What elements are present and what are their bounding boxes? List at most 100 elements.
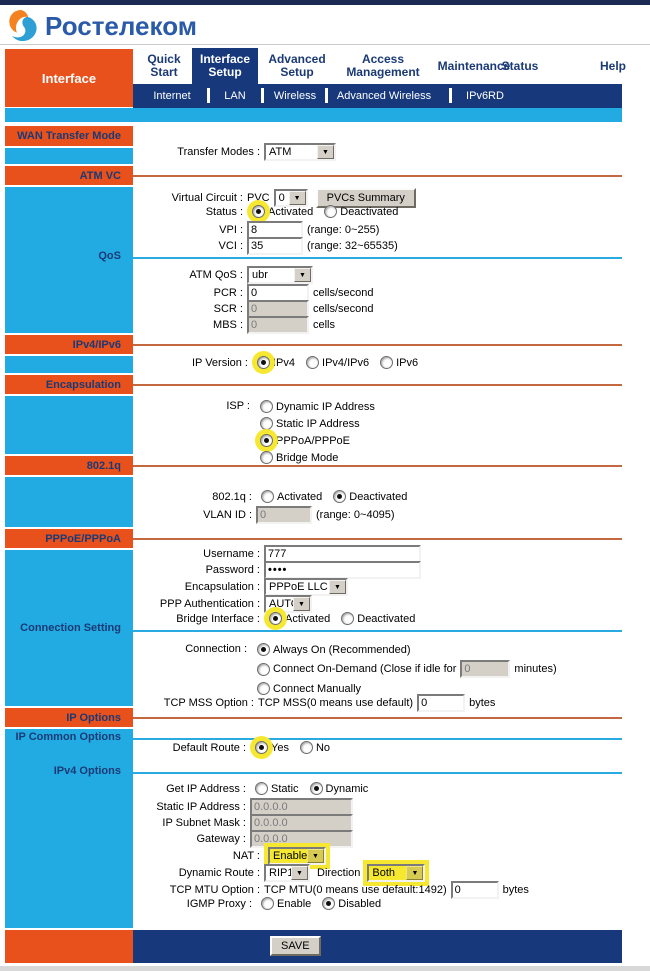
pcr-label: PCR :: [213, 287, 243, 299]
rule-ipv4-options: [133, 772, 622, 774]
radio-icon[interactable]: [261, 490, 274, 503]
subnet-mask-label: IP Subnet Mask :: [162, 817, 246, 829]
isp-pppoa-pppoe-option[interactable]: PPPoA/PPPoE: [260, 434, 375, 447]
radio-icon[interactable]: [260, 451, 273, 464]
nat-row: NAT : Enable ▼: [134, 847, 634, 865]
transfer-mode-select[interactable]: ATM ▼: [264, 143, 336, 161]
default-route-row: Default Route : Yes No: [134, 741, 634, 754]
status-activated-option[interactable]: Activated: [252, 205, 313, 218]
gateway-row: Gateway :: [134, 830, 634, 848]
save-button[interactable]: SAVE: [270, 936, 321, 956]
sidebar-footer-block: [5, 930, 133, 963]
tab-interface-setup[interactable]: Interface Setup: [192, 48, 258, 84]
radio-icon[interactable]: [260, 417, 273, 430]
chevron-down-icon[interactable]: ▼: [329, 580, 346, 594]
radio-checked-icon[interactable]: [255, 741, 268, 754]
tab-maintenance[interactable]: Maintenance: [437, 58, 511, 73]
gateway-input: [250, 830, 353, 848]
bridge-interface-activated-option[interactable]: Activated: [269, 612, 330, 625]
ip-version-ipv4-ipv6-option[interactable]: IPv4/IPv6: [306, 356, 369, 369]
vpi-input[interactable]: [247, 221, 303, 239]
isp-dynamic-ip-option[interactable]: Dynamic IP Address: [260, 400, 375, 413]
ip-version-label: IP Version :: [191, 356, 248, 369]
radio-icon[interactable]: [341, 612, 355, 625]
tab-access-management[interactable]: Access Management: [346, 52, 420, 79]
sidebar-section-ipv4-ipv6: [5, 335, 133, 354]
radio-checked-icon[interactable]: [333, 490, 347, 503]
rostelecom-logo-icon: [9, 10, 37, 42]
vci-input[interactable]: [247, 237, 303, 255]
radio-icon[interactable]: [257, 682, 270, 695]
chevron-down-icon[interactable]: ▼: [288, 191, 306, 205]
subnav-lan[interactable]: LAN: [224, 90, 246, 102]
radio-icon[interactable]: [324, 205, 338, 218]
8021q-deactivated-option[interactable]: Deactivated: [333, 490, 407, 503]
tab-quick-start[interactable]: Quick Start: [147, 52, 181, 79]
radio-icon[interactable]: [260, 400, 273, 413]
subnav-advanced-wireless[interactable]: Advanced Wireless: [336, 90, 432, 102]
default-route-no-option[interactable]: No: [299, 741, 330, 754]
radio-checked-icon[interactable]: [309, 782, 323, 795]
get-ip-static-option[interactable]: Static: [255, 782, 299, 795]
nat-select[interactable]: Enable ▼: [268, 847, 326, 865]
sidebar-section-encapsulation: [5, 375, 133, 394]
pcr-row: PCR : cells/second: [134, 284, 634, 302]
tab-advanced-setup[interactable]: Advanced Setup: [268, 52, 326, 79]
status-deactivated-option[interactable]: Deactivated: [324, 205, 398, 218]
radio-icon[interactable]: [261, 897, 274, 910]
dynamic-route-select[interactable]: RIP1 ▼: [264, 864, 310, 882]
password-input[interactable]: [264, 561, 421, 579]
radio-icon[interactable]: [306, 356, 320, 369]
chevron-down-icon[interactable]: ▼: [406, 866, 424, 880]
isp-static-ip-option[interactable]: Static IP Address: [260, 417, 375, 430]
get-ip-dynamic-option[interactable]: Dynamic: [309, 782, 368, 795]
gateway-label: Gateway :: [196, 833, 246, 845]
subnav-separator: [449, 88, 452, 103]
igmp-enable-option[interactable]: Enable: [261, 897, 311, 910]
radio-checked-icon[interactable]: [252, 205, 265, 218]
default-route-yes-option[interactable]: Yes: [255, 741, 289, 754]
vlan-id-row: VLAN ID : (range: 0~4095): [134, 506, 634, 524]
chevron-down-icon[interactable]: ▼: [291, 866, 308, 880]
vlan-id-hint: (range: 0~4095): [316, 509, 395, 521]
radio-checked-icon[interactable]: [257, 356, 270, 369]
bridge-interface-deactivated-option[interactable]: Deactivated: [341, 612, 415, 625]
ppp-authentication-select[interactable]: AUTO ▼: [264, 595, 312, 613]
radio-checked-icon[interactable]: [269, 612, 282, 625]
radio-icon[interactable]: [380, 356, 394, 369]
chevron-down-icon[interactable]: ▼: [317, 145, 334, 159]
ip-version-ipv6-option[interactable]: IPv6: [380, 356, 418, 369]
direction-select[interactable]: Both ▼: [367, 864, 426, 882]
tab-status[interactable]: Status: [501, 58, 539, 73]
radio-icon[interactable]: [299, 741, 313, 754]
chevron-down-icon[interactable]: ▼: [294, 268, 311, 282]
subnav-wireless[interactable]: Wireless: [273, 90, 317, 102]
subnav-internet[interactable]: Internet: [153, 90, 191, 102]
encapsulation-select[interactable]: PPPoE LLC ▼: [264, 578, 348, 596]
igmp-disabled-option[interactable]: Disabled: [322, 897, 381, 910]
tcp-mss-input[interactable]: [417, 694, 466, 712]
radio-checked-icon[interactable]: [322, 897, 336, 910]
pvcs-summary-button[interactable]: PVCs Summary: [315, 188, 416, 208]
pvc-select[interactable]: 0 ▼: [273, 189, 308, 207]
sidebar-filler: [5, 148, 133, 164]
ip-version-ipv4-option[interactable]: IPv4: [257, 356, 295, 369]
radio-checked-icon[interactable]: [257, 643, 270, 656]
connection-on-demand-option[interactable]: Connect On-Demand (Close if idle for min…: [257, 660, 557, 678]
chevron-down-icon[interactable]: ▼: [307, 849, 324, 863]
mbs-label: MBS :: [213, 319, 243, 331]
tab-help[interactable]: Help: [599, 58, 626, 73]
radio-icon[interactable]: [257, 662, 270, 676]
chevron-down-icon[interactable]: ▼: [293, 597, 310, 611]
8021q-activated-option[interactable]: Activated: [261, 490, 322, 503]
rule-pppoe-pppoa: [133, 538, 622, 540]
subnav-ipv6rd[interactable]: IPv6RD: [466, 90, 504, 102]
tcp-mtu-input[interactable]: [450, 881, 499, 899]
connection-manual-option[interactable]: Connect Manually: [257, 682, 546, 695]
radio-checked-icon[interactable]: [260, 434, 273, 447]
connection-always-on-option[interactable]: Always On (Recommended): [257, 643, 546, 656]
isp-bridge-mode-option[interactable]: Bridge Mode: [260, 451, 375, 464]
radio-icon[interactable]: [255, 782, 268, 795]
bottom-strip: [0, 966, 650, 971]
atm-qos-select[interactable]: ubr ▼: [247, 266, 313, 284]
